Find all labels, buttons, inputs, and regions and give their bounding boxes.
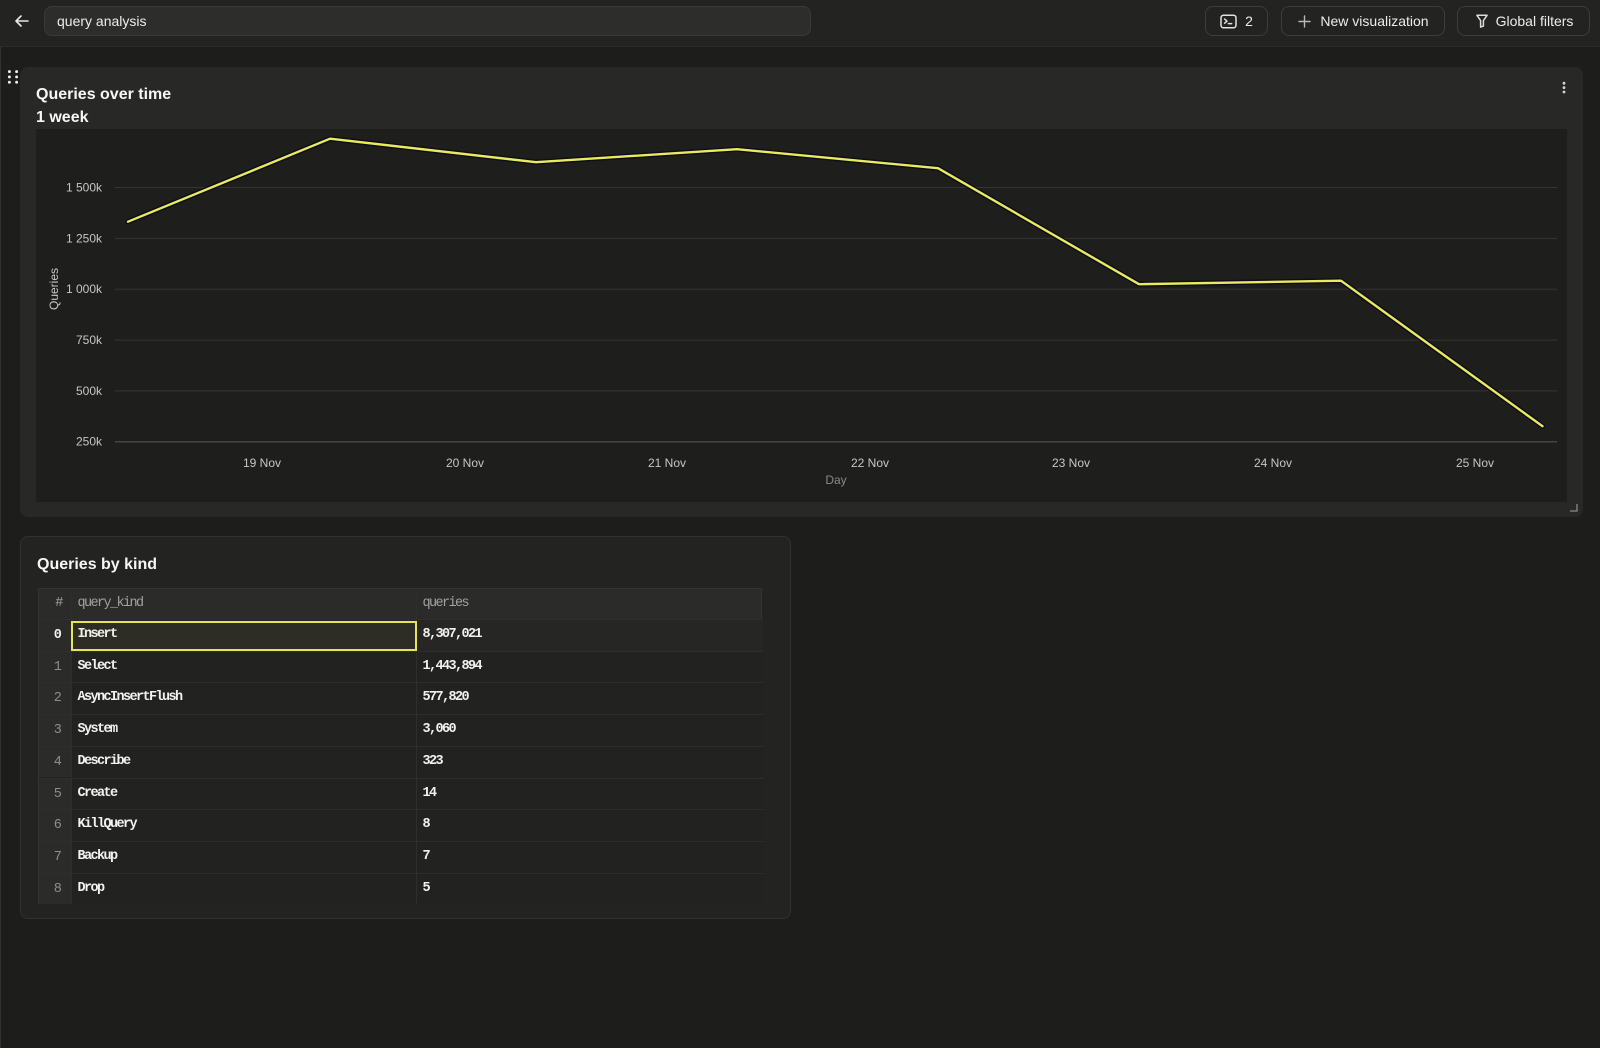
svg-text:750k: 750k [76, 333, 103, 347]
svg-text:24 Nov: 24 Nov [1254, 456, 1292, 470]
svg-text:1 000k: 1 000k [66, 282, 103, 296]
svg-text:25 Nov: 25 Nov [1456, 456, 1494, 470]
svg-text:250k: 250k [76, 435, 103, 449]
svg-text:20 Nov: 20 Nov [446, 456, 484, 470]
svg-text:23 Nov: 23 Nov [1052, 456, 1090, 470]
svg-text:1 500k: 1 500k [66, 181, 103, 195]
svg-text:19 Nov: 19 Nov [243, 456, 281, 470]
svg-text:500k: 500k [76, 384, 103, 398]
svg-text:Queries: Queries [47, 268, 61, 310]
svg-text:1 250k: 1 250k [66, 231, 103, 245]
svg-text:22 Nov: 22 Nov [851, 456, 889, 470]
svg-text:Day: Day [825, 473, 846, 487]
svg-text:21 Nov: 21 Nov [648, 456, 686, 470]
